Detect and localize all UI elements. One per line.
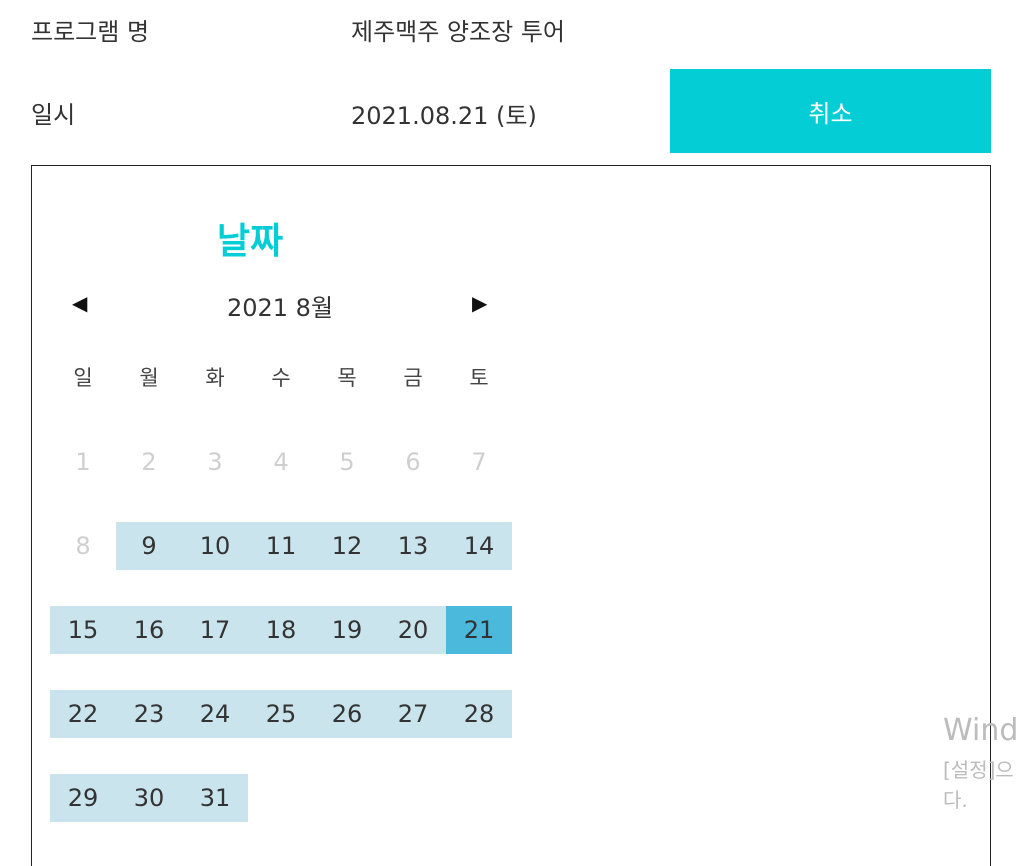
- weekday-label: 화: [205, 366, 225, 390]
- date-cell[interactable]: 14: [446, 522, 512, 570]
- date-cell: 4: [273, 448, 289, 476]
- date-cell[interactable]: 9: [116, 522, 182, 570]
- month-label: 2021 8월: [226, 294, 334, 322]
- date-cell[interactable]: 22: [50, 690, 116, 738]
- prev-month-icon[interactable]: ◀: [72, 291, 88, 315]
- activation-watermark-title: Windo: [943, 713, 1020, 748]
- weekday-label: 수: [271, 366, 291, 390]
- weekday-label: 목: [337, 366, 357, 390]
- activation-watermark-line: [설정]으: [943, 758, 1014, 782]
- date-cell: 2: [141, 448, 157, 476]
- date-cell[interactable]: 10: [182, 522, 248, 570]
- date-cell[interactable]: 15: [50, 606, 116, 654]
- date-cell[interactable]: 23: [116, 690, 182, 738]
- next-month-icon[interactable]: ▶: [472, 291, 488, 315]
- date-cell[interactable]: 27: [380, 690, 446, 738]
- program-name-value: 제주맥주 양조장 투어: [351, 18, 565, 46]
- date-cell[interactable]: 24: [182, 690, 248, 738]
- weekday-label: 토: [469, 366, 489, 390]
- date-cell[interactable]: 17: [182, 606, 248, 654]
- date-cell[interactable]: 19: [314, 606, 380, 654]
- date-cell[interactable]: 25: [248, 690, 314, 738]
- date-cell[interactable]: 16: [116, 606, 182, 654]
- weekday-label: 일: [73, 366, 93, 390]
- calendar-title: 날짜: [216, 221, 284, 262]
- weekday-label: 월: [139, 366, 159, 390]
- selected-date-cell[interactable]: 21: [446, 606, 512, 654]
- date-cell: 1: [75, 448, 91, 476]
- program-name-label: 프로그램 명: [31, 18, 150, 46]
- date-cell: 5: [339, 448, 355, 476]
- date-cell[interactable]: 31: [182, 774, 248, 822]
- activation-watermark-line: 다.: [943, 788, 968, 812]
- date-cell[interactable]: 29: [50, 774, 116, 822]
- date-label: 일시: [31, 101, 76, 129]
- date-cell[interactable]: 30: [116, 774, 182, 822]
- date-cell[interactable]: 26: [314, 690, 380, 738]
- date-cell[interactable]: 18: [248, 606, 314, 654]
- cancel-button[interactable]: 취소: [670, 69, 991, 153]
- date-cell: 8: [75, 532, 91, 560]
- weekday-label: 금: [403, 366, 423, 390]
- date-value: 2021.08.21 (토): [351, 102, 537, 130]
- date-cell[interactable]: 13: [380, 522, 446, 570]
- date-cell: 6: [405, 448, 421, 476]
- date-cell: 7: [471, 448, 487, 476]
- date-cell[interactable]: 12: [314, 522, 380, 570]
- date-cell[interactable]: 11: [248, 522, 314, 570]
- date-cell[interactable]: 20: [380, 606, 446, 654]
- date-cell: 3: [207, 448, 223, 476]
- date-cell[interactable]: 28: [446, 690, 512, 738]
- date-picker-panel: [31, 165, 991, 866]
